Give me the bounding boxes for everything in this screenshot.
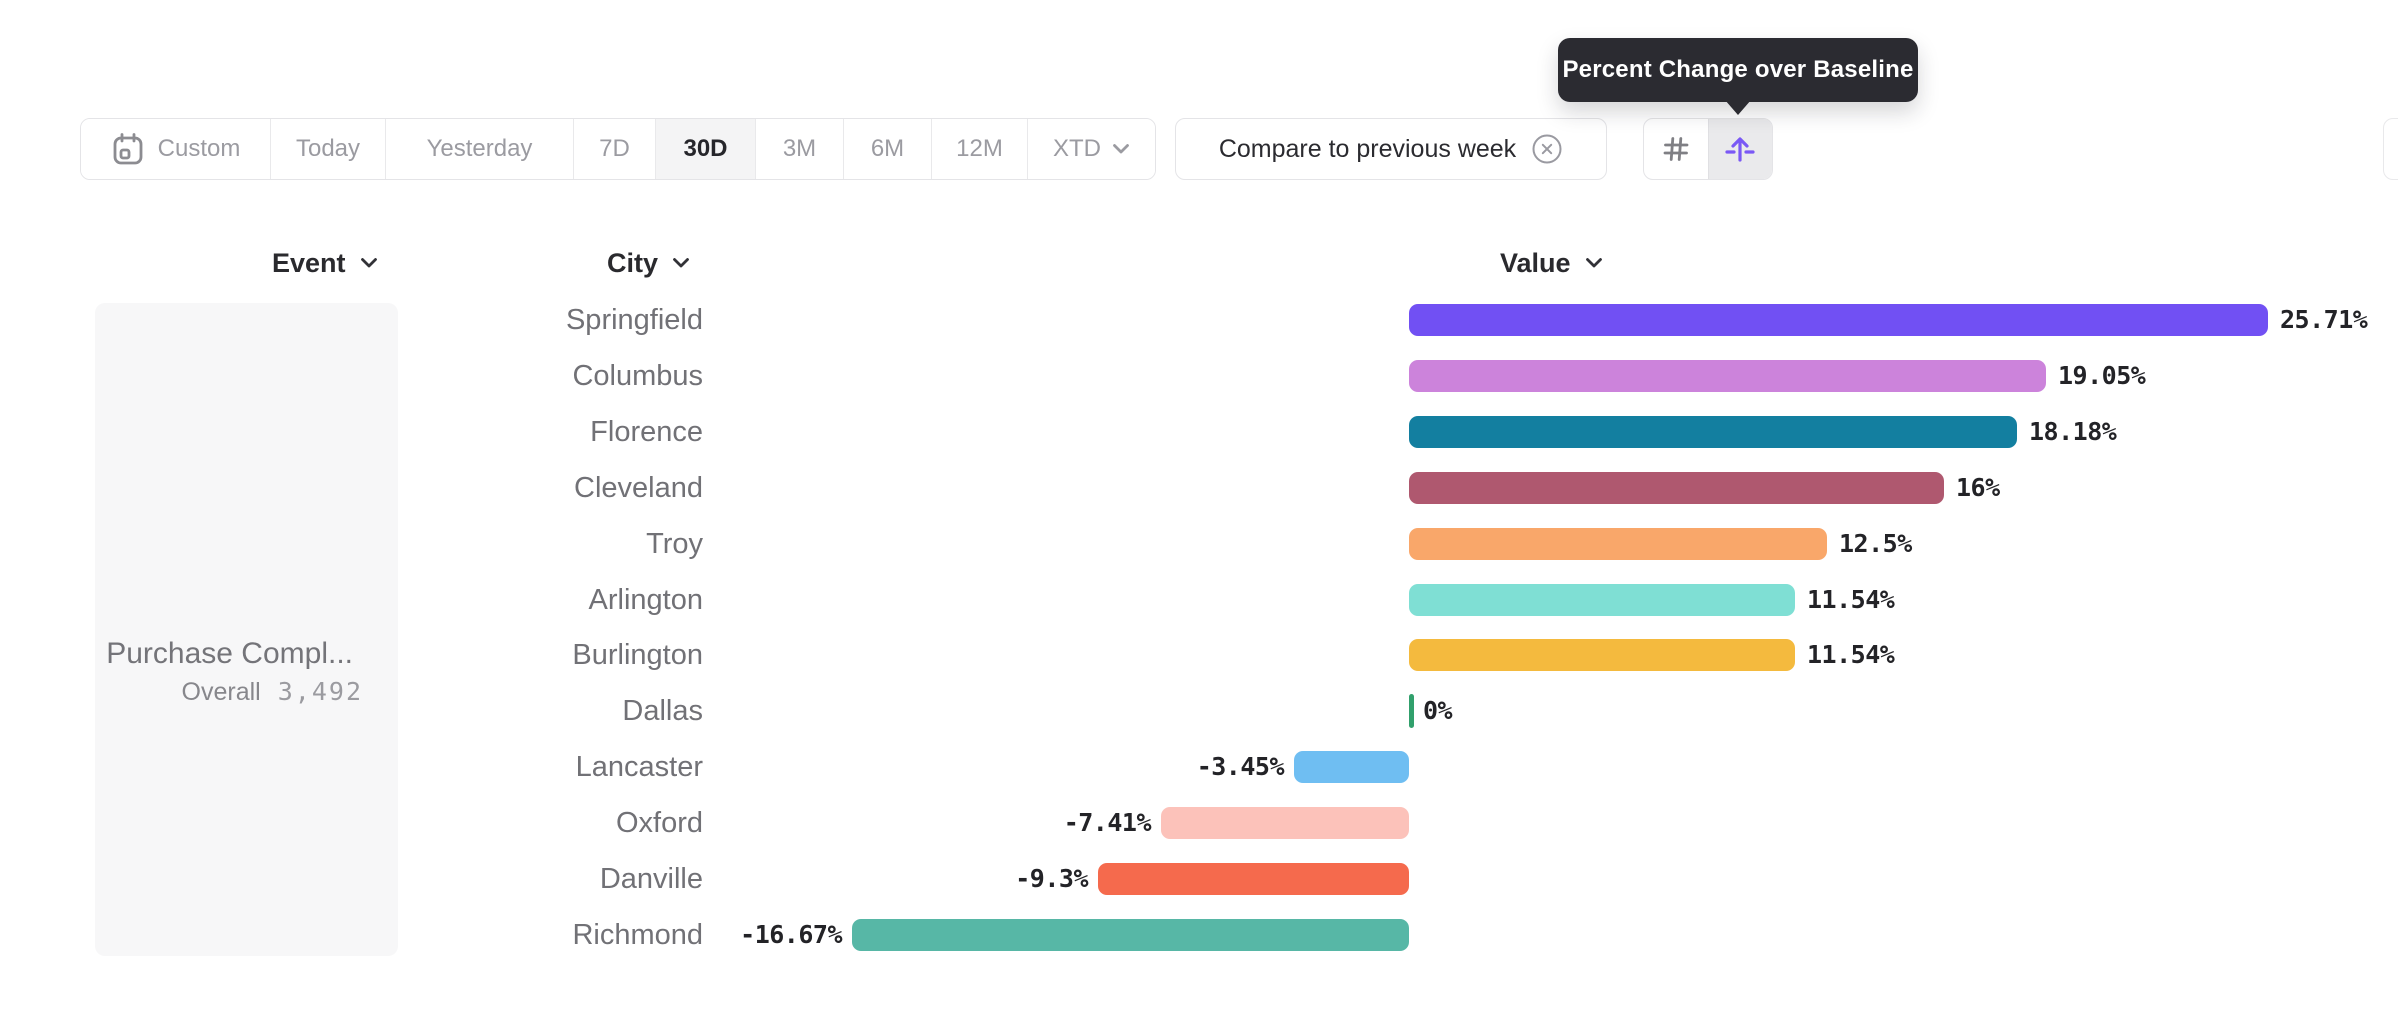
chart-value-mode-toggle [1643,118,1773,180]
remove-comparison-icon[interactable] [1531,133,1563,165]
date-range-label: Custom [157,135,241,162]
city-label: Oxford [615,807,703,840]
chevron-down-icon [1112,143,1130,155]
metric-value: 3,492 [277,677,363,706]
city-label: Columbus [572,359,703,392]
event-header-label: Event [272,247,346,278]
absolute-values-button[interactable] [1644,119,1708,179]
date-range-7d[interactable]: 7D [574,119,656,179]
date-range-yesterday[interactable]: Yesterday [386,119,574,179]
bar-value-label: 0% [1423,696,1453,726]
baseline-up-arrow-icon [1723,132,1757,166]
date-range-label: 12M [956,135,1003,162]
bar-value-label: 18.18% [2029,416,2117,446]
bar-value-label: 11.54% [1807,640,1895,670]
column-header-city[interactable]: City [607,246,690,280]
date-range-12m[interactable]: 12M [932,119,1028,179]
date-range-label: 6M [870,135,905,162]
bar-value-label: -16.67% [740,920,842,949]
event-metric: Overall 3,492 [182,677,363,707]
bar-value-label: 16% [1956,472,2000,502]
bar-dallas[interactable] [1409,694,1414,729]
clipped-button[interactable] [2383,118,2398,180]
bar-value-label: -7.41% [1063,808,1152,838]
hash-icon [1661,134,1691,164]
date-range-label: 30D [683,135,728,162]
city-label: Springfield [565,304,703,336]
date-range-label: 7D [599,135,630,162]
city-label: Cleveland [574,471,703,504]
calendar-icon [111,131,145,167]
date-range-label: Today [295,135,361,162]
bar-arlington[interactable] [1409,583,1795,616]
date-range-toolbar: Custom Today Yesterday 7D 30D 3M 6M 12M XTD [80,118,1156,180]
date-range-30d[interactable]: 30D [656,119,756,179]
date-range-6m[interactable]: 6M [844,119,932,179]
bar-oxford[interactable] [1161,807,1409,840]
bar-value-label: 12.5% [1839,528,1912,558]
chevron-down-icon [360,257,378,269]
bar-troy[interactable] [1409,527,1827,560]
city-header-label: City [607,247,659,278]
event-card[interactable]: Purchase Compl... Overall 3,492 [95,303,398,956]
city-label: Richmond [572,919,703,951]
bar-value-label: -9.3% [1015,864,1088,894]
chevron-down-icon [672,257,690,269]
city-label: Florence [590,415,703,448]
column-header-event[interactable]: Event [272,246,378,280]
bar-danville[interactable] [1098,863,1409,896]
date-range-xtd[interactable]: XTD [1028,119,1155,179]
event-name: Purchase Compl... [106,637,353,670]
bar-value-label: 19.05% [2058,360,2146,390]
tooltip-text: Percent Change over Baseline [1562,56,1914,83]
tooltip: Percent Change over Baseline [1558,38,1918,115]
bar-cleveland[interactable] [1409,471,1944,504]
bar-burlington[interactable] [1409,639,1795,672]
chevron-down-icon [1585,257,1603,269]
bar-value-label: 25.71% [2280,305,2368,334]
city-label: Arlington [588,583,703,616]
city-label: Troy [646,527,703,560]
city-label: Danville [599,863,703,896]
city-label: Dallas [622,695,703,728]
value-header-label: Value [1500,247,1571,278]
city-label: Lancaster [575,751,703,784]
city-label: Burlington [572,639,703,672]
column-header-value[interactable]: Value [1500,246,1603,280]
compare-to-previous-week-button[interactable]: Compare to previous week [1175,118,1607,180]
bar-springfield[interactable] [1409,304,2268,336]
percent-change-over-baseline-button[interactable] [1707,119,1772,179]
date-range-label: 3M [782,135,817,162]
date-range-3m[interactable]: 3M [756,119,844,179]
bar-value-label: 11.54% [1807,584,1895,614]
bar-florence[interactable] [1409,415,2017,448]
date-range-label: Yesterday [426,135,533,162]
compare-label: Compare to previous week [1218,134,1517,163]
bar-columbus[interactable] [1409,359,2046,392]
date-range-custom[interactable]: Custom [81,119,271,179]
bar-richmond[interactable] [852,919,1409,951]
tooltip-caret [1725,100,1751,115]
bar-value-label: -3.45% [1196,752,1285,782]
bar-lancaster[interactable] [1294,751,1409,784]
date-range-today[interactable]: Today [271,119,386,179]
date-range-label: XTD [1053,135,1101,162]
metric-label: Overall [181,678,261,706]
